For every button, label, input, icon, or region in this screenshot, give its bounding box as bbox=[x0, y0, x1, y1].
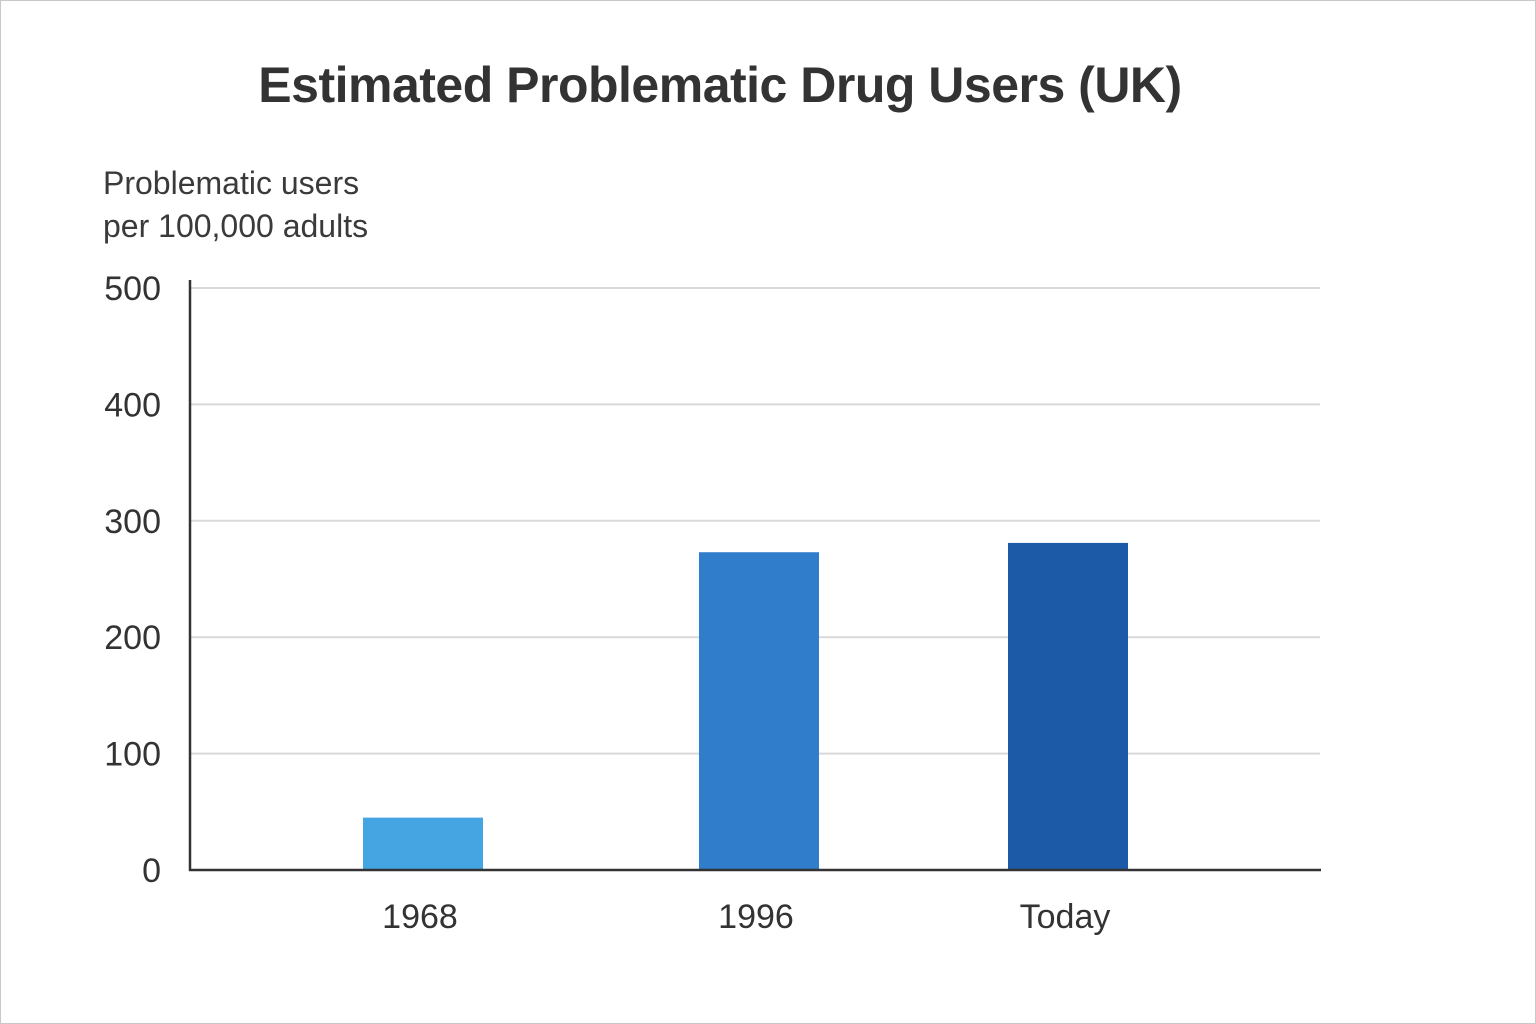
y-tick-label: 100 bbox=[104, 736, 161, 774]
y-axis-label-line-1: Problematic users bbox=[103, 165, 360, 201]
y-tick-label: 500 bbox=[104, 270, 161, 308]
bar-1968 bbox=[363, 817, 483, 870]
y-tick-label: 0 bbox=[142, 852, 161, 890]
chart-title: Estimated Problematic Drug Users (UK) bbox=[258, 57, 1182, 113]
x-tick-label: 1968 bbox=[382, 898, 458, 936]
y-tick-label: 400 bbox=[104, 386, 161, 424]
bar-1996 bbox=[699, 552, 819, 870]
y-tick-label: 200 bbox=[104, 619, 161, 657]
y-axis-label: Problematic users per 100,000 adults bbox=[103, 162, 368, 248]
y-tick-label: 300 bbox=[104, 503, 161, 541]
x-tick-label: Today bbox=[1020, 898, 1111, 936]
bar-today bbox=[1008, 542, 1128, 870]
x-tick-label: 1996 bbox=[718, 898, 794, 936]
y-axis-label-line-2: per 100,000 adults bbox=[103, 208, 369, 244]
